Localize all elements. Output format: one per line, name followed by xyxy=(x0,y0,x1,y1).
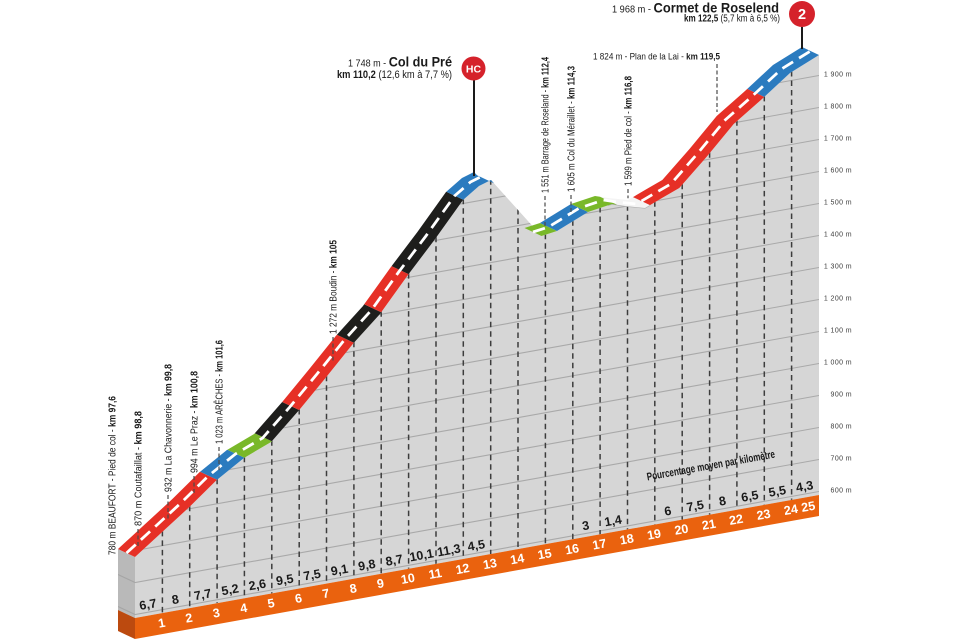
svg-text:15: 15 xyxy=(537,546,553,562)
svg-text:7: 7 xyxy=(321,586,330,601)
svg-text:4,3: 4,3 xyxy=(795,478,815,495)
svg-text:1 968 m - Cormet de Roselend: 1 968 m - Cormet de Roselend xyxy=(612,0,779,16)
svg-text:1: 1 xyxy=(157,616,166,631)
svg-text:18: 18 xyxy=(619,531,635,547)
svg-text:800 m: 800 m xyxy=(831,424,852,431)
svg-text:20: 20 xyxy=(673,522,689,538)
svg-text:1 551 m Barrage de Roseland -: 1 551 m Barrage de Roseland - km 112,4 xyxy=(541,57,552,193)
svg-text:900 m: 900 m xyxy=(831,392,852,399)
svg-text:6: 6 xyxy=(663,504,672,519)
svg-text:3: 3 xyxy=(581,518,590,533)
svg-text:7,5: 7,5 xyxy=(302,567,322,584)
svg-text:1 272 m Boudin - km 105: 1 272 m Boudin - km 105 xyxy=(329,240,340,334)
svg-text:11: 11 xyxy=(428,566,444,582)
svg-text:7,5: 7,5 xyxy=(685,498,705,515)
svg-text:21: 21 xyxy=(701,517,717,533)
svg-text:2,6: 2,6 xyxy=(248,577,268,594)
svg-text:780 m BEAUFORT - Pied de col -: 780 m BEAUFORT - Pied de col - km 97,6 xyxy=(108,396,119,555)
svg-text:8,7: 8,7 xyxy=(384,552,404,569)
svg-text:5,2: 5,2 xyxy=(220,581,240,598)
svg-text:1 605 m Col du Méraillet - km: 1 605 m Col du Méraillet - km 114,3 xyxy=(567,66,578,192)
svg-text:8: 8 xyxy=(718,494,727,509)
svg-text:600 m: 600 m xyxy=(831,488,852,495)
svg-text:2: 2 xyxy=(798,7,806,23)
svg-text:5: 5 xyxy=(266,596,275,611)
svg-text:12: 12 xyxy=(455,561,471,577)
svg-text:1 000 m: 1 000 m xyxy=(824,360,852,367)
svg-text:1 900 m: 1 900 m xyxy=(824,72,852,79)
svg-text:4,5: 4,5 xyxy=(466,537,486,554)
svg-text:1 100 m: 1 100 m xyxy=(824,328,852,335)
svg-text:HC: HC xyxy=(466,64,482,76)
svg-text:16: 16 xyxy=(564,541,580,557)
svg-text:4: 4 xyxy=(239,601,248,616)
svg-text:3: 3 xyxy=(212,606,221,621)
svg-text:9,5: 9,5 xyxy=(275,572,295,589)
svg-text:1 500 m: 1 500 m xyxy=(824,200,852,207)
svg-text:11,3: 11,3 xyxy=(436,541,462,559)
svg-text:10,1: 10,1 xyxy=(408,546,434,564)
svg-text:17: 17 xyxy=(591,536,607,552)
svg-text:km 110,2 (12,6 km à 7,7 %): km 110,2 (12,6 km à 7,7 %) xyxy=(337,69,452,81)
svg-text:1 200 m: 1 200 m xyxy=(824,296,852,303)
svg-text:25: 25 xyxy=(800,499,816,515)
svg-text:8: 8 xyxy=(349,581,358,596)
svg-text:6: 6 xyxy=(294,591,303,606)
svg-text:1 600 m: 1 600 m xyxy=(824,168,852,175)
svg-text:5,5: 5,5 xyxy=(767,483,787,500)
svg-text:1 800 m: 1 800 m xyxy=(824,104,852,111)
svg-text:10: 10 xyxy=(400,571,416,587)
svg-text:6,5: 6,5 xyxy=(740,488,760,505)
svg-text:870 m Coutafaillat - km 98,8: 870 m Coutafaillat - km 98,8 xyxy=(134,411,145,526)
svg-text:1 700 m: 1 700 m xyxy=(824,136,852,143)
svg-text:9,8: 9,8 xyxy=(357,557,377,574)
svg-text:1 400 m: 1 400 m xyxy=(824,232,852,239)
svg-text:1 300 m: 1 300 m xyxy=(824,264,852,271)
svg-text:1 599 m Pied de col - km 116,8: 1 599 m Pied de col - km 116,8 xyxy=(624,76,635,186)
svg-text:6,7: 6,7 xyxy=(138,596,158,613)
svg-text:1 023 m ARÊCHES - km 101,6: 1 023 m ARÊCHES - km 101,6 xyxy=(213,340,226,444)
svg-text:24: 24 xyxy=(783,502,799,518)
svg-text:2: 2 xyxy=(184,611,193,626)
svg-text:8: 8 xyxy=(171,592,180,607)
svg-text:994 m Le Praz - km 100,8: 994 m Le Praz - km 100,8 xyxy=(190,371,201,473)
svg-text:9: 9 xyxy=(376,576,385,591)
svg-text:km 122,5 (5,7 km à 6,5 %): km 122,5 (5,7 km à 6,5 %) xyxy=(684,14,780,25)
svg-text:1,4: 1,4 xyxy=(603,513,623,530)
svg-text:14: 14 xyxy=(509,551,525,567)
svg-text:700 m: 700 m xyxy=(831,456,852,463)
svg-text:23: 23 xyxy=(756,507,772,523)
svg-text:1 824 m - Plan de la Lai - km: 1 824 m - Plan de la Lai - km 119,5 xyxy=(593,52,721,63)
svg-text:932 m La Chavonnerie - km 99,8: 932 m La Chavonnerie - km 99,8 xyxy=(164,364,175,492)
svg-text:7,7: 7,7 xyxy=(193,586,213,603)
svg-text:13: 13 xyxy=(482,556,498,572)
svg-text:22: 22 xyxy=(728,512,744,528)
svg-text:19: 19 xyxy=(646,526,662,542)
svg-text:9,1: 9,1 xyxy=(330,562,350,579)
